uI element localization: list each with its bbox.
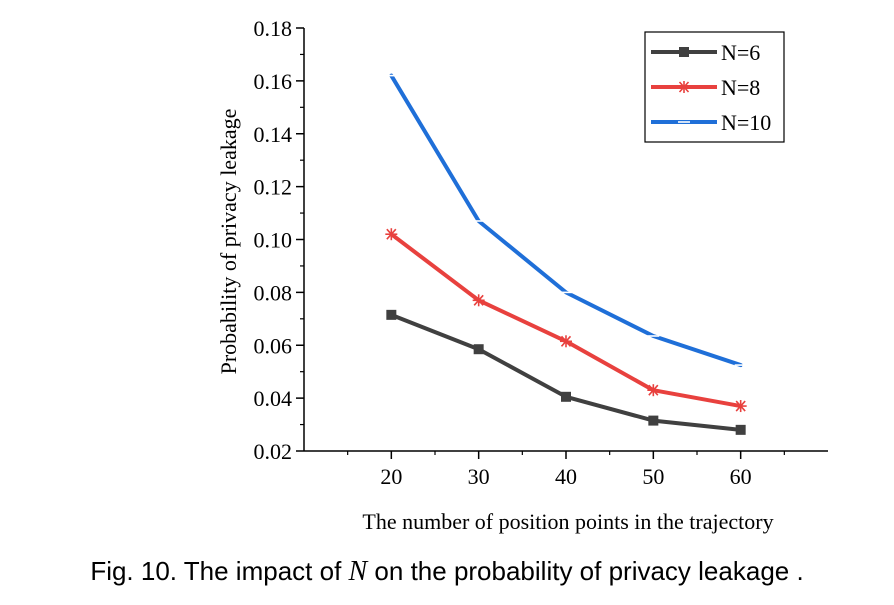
- point-n-6-square-marker: [386, 309, 397, 320]
- line-chart: 0.02 0.04 0.06 0.08 0.10 0.12 0.14 0.16 0.18 20 3…: [216, 16, 828, 534]
- point-n-6-square-marker: [735, 424, 746, 435]
- point-n-8-asterisk-marker: [560, 335, 572, 348]
- caption-variable: N: [348, 556, 368, 587]
- y-tick-label: 0.06: [254, 333, 293, 358]
- legend-n-8-asterisk-marker: [678, 81, 690, 93]
- series-line-n-8: [389, 232, 743, 409]
- y-tick-label: 0.16: [254, 69, 293, 94]
- x-axis-title: The number of position points in the tra…: [362, 509, 773, 534]
- point-n-6-square-marker: [561, 391, 571, 402]
- y-tick-label: 0.04: [254, 386, 293, 411]
- point-n-6-square-marker: [648, 415, 659, 426]
- series-n-8: [385, 228, 747, 413]
- series-layer: [385, 73, 747, 435]
- x-tick-label: 30: [468, 464, 490, 489]
- point-n-8-asterisk-marker: [647, 384, 660, 397]
- x-axis-ticks: 20 30 40 50 60: [347, 451, 785, 489]
- y-axis-ticks: 0.02 0.04 0.06 0.08 0.10 0.12 0.14 0.16 0.18: [254, 16, 304, 464]
- series-n-6: [386, 309, 746, 435]
- series-line-n-6: [389, 312, 743, 432]
- caption-prefix: Fig. 10. The impact of: [90, 556, 349, 586]
- x-tick-label: 50: [642, 464, 664, 489]
- legend-label-n-6: N=6: [721, 40, 760, 65]
- figure-caption: Fig. 10. The impact of N on the probabil…: [0, 556, 894, 588]
- legend-item-n-8: N=8: [651, 75, 760, 100]
- legend-item-n-10: N=10: [651, 110, 771, 135]
- x-tick-label: 20: [380, 464, 402, 489]
- legend-item-n-6: N=6: [651, 40, 760, 65]
- caption-suffix: on the probability of privacy leakage .: [367, 556, 804, 586]
- legend-label-n-10: N=10: [721, 110, 771, 135]
- y-tick-label: 0.14: [254, 122, 293, 147]
- point-n-8-asterisk-marker: [385, 228, 398, 241]
- x-tick-label: 60: [730, 464, 752, 489]
- y-tick-label: 0.18: [254, 16, 293, 41]
- y-tick-label: 0.02: [254, 439, 293, 464]
- y-tick-label: 0.10: [254, 228, 293, 253]
- y-tick-label: 0.12: [254, 175, 293, 200]
- series-n-10: [385, 73, 747, 368]
- legend-label-n-8: N=8: [721, 75, 760, 100]
- legend: N=6 N=8 N=10: [644, 31, 785, 143]
- point-n-6-square-marker: [473, 344, 484, 355]
- point-n-8-asterisk-marker: [472, 294, 485, 307]
- x-tick-label: 40: [555, 464, 577, 489]
- point-n-8-asterisk-marker: [734, 400, 747, 413]
- y-tick-label: 0.08: [254, 280, 293, 305]
- legend-n-6-square-marker: [679, 47, 689, 57]
- y-axis-title: Probability of privacy leakage: [216, 109, 241, 375]
